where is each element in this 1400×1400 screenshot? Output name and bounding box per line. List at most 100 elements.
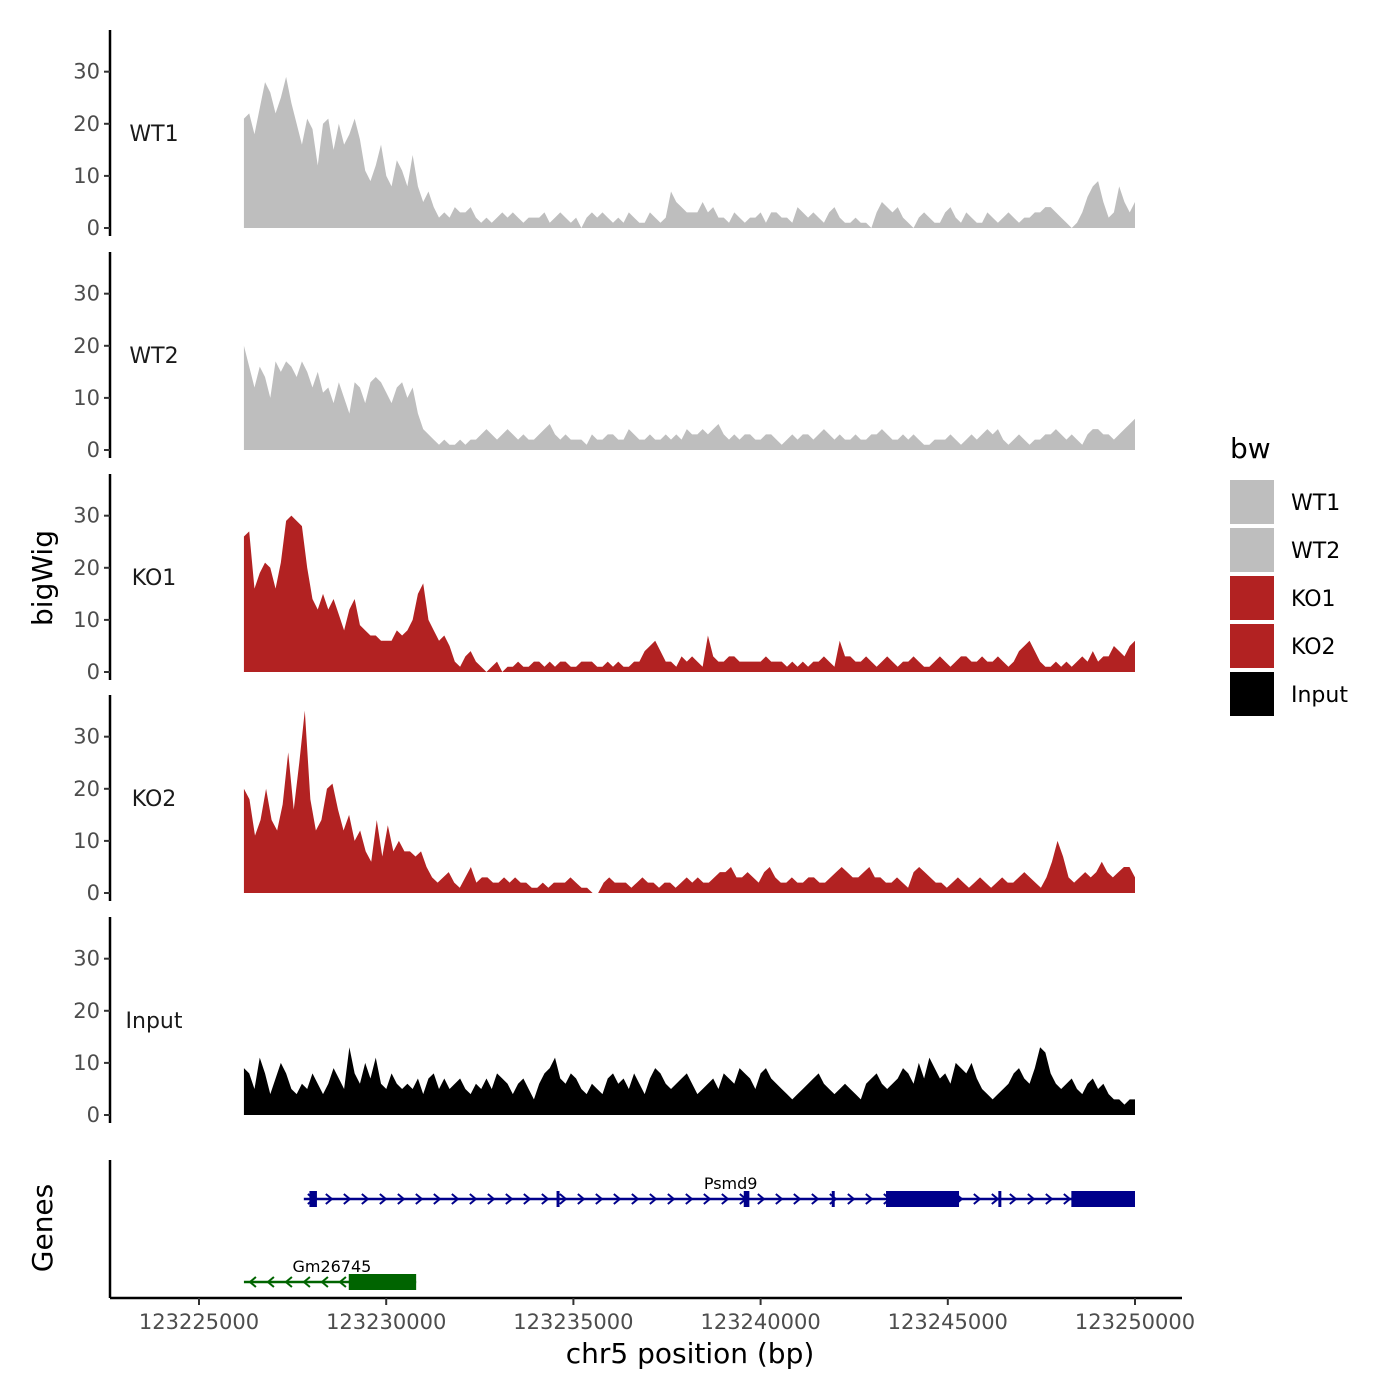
track-label: Input xyxy=(126,1009,183,1034)
x-tick-label: 123245000 xyxy=(888,1310,1008,1334)
strand-arrow xyxy=(757,1193,766,1205)
strand-arrow xyxy=(1063,1193,1072,1205)
x-tick-label: 123250000 xyxy=(1075,1310,1195,1334)
y-tick-label: 20 xyxy=(73,777,100,801)
strand-arrow xyxy=(973,1193,982,1205)
genes-axis-title: Genes xyxy=(26,1184,59,1272)
x-tick-label: 123240000 xyxy=(700,1310,820,1334)
strand-arrow xyxy=(343,1193,352,1205)
strand-arrow xyxy=(991,1193,1000,1205)
y-tick-label: 0 xyxy=(87,1103,100,1127)
x-tick-label: 123235000 xyxy=(513,1310,633,1334)
track-label: WT1 xyxy=(129,122,178,147)
coverage-area-ko2 xyxy=(243,710,1135,893)
x-tick-label: 123225000 xyxy=(139,1310,259,1334)
strand-arrow xyxy=(595,1193,604,1205)
y-tick-label: 0 xyxy=(87,660,100,684)
y-tick-label: 10 xyxy=(73,608,100,632)
legend-title: bw xyxy=(1230,432,1271,465)
y-tick-label: 0 xyxy=(87,438,100,462)
legend-label: WT2 xyxy=(1291,539,1340,564)
strand-arrow xyxy=(649,1193,658,1205)
y-tick-label: 20 xyxy=(73,556,100,580)
strand-arrow xyxy=(361,1193,370,1205)
strand-arrow xyxy=(523,1193,532,1205)
strand-arrow xyxy=(379,1193,388,1205)
legend-key-wt1 xyxy=(1230,480,1274,524)
strand-arrow xyxy=(415,1193,424,1205)
strand-arrow xyxy=(631,1193,640,1205)
y-tick-label: 0 xyxy=(87,881,100,905)
strand-arrow xyxy=(703,1193,712,1205)
strand-arrow xyxy=(721,1193,730,1205)
legend-label: WT1 xyxy=(1291,491,1340,516)
track-ko2: 0 10 20 30 KO2 xyxy=(73,695,1135,905)
gene-name: Psmd9 xyxy=(704,1174,758,1193)
y-tick-label: 20 xyxy=(73,334,100,358)
legend-key-input xyxy=(1230,672,1274,716)
strand-arrow xyxy=(685,1193,694,1205)
legend: bw WT1 WT2 KO1 KO2 Input xyxy=(1230,432,1348,716)
strand-arrow xyxy=(338,1276,347,1288)
y-tick-label: 0 xyxy=(87,216,100,240)
gene-track: Psmd9 Gm26745 xyxy=(108,1160,1135,1298)
strand-arrow xyxy=(559,1193,568,1205)
y-tick-label: 30 xyxy=(73,282,100,306)
strand-arrow xyxy=(469,1193,478,1205)
coverage-area-ko1 xyxy=(243,515,1135,672)
strand-arrow xyxy=(613,1193,622,1205)
strand-arrow xyxy=(847,1193,856,1205)
strand-arrow xyxy=(505,1193,514,1205)
y-tick-label: 30 xyxy=(73,947,100,971)
x-axis-title: chr5 position (bp) xyxy=(566,1337,815,1370)
legend-label: Input xyxy=(1291,683,1348,708)
y-tick-label: 30 xyxy=(73,60,100,84)
y-tick-label: 10 xyxy=(73,1051,100,1075)
y-tick-label: 30 xyxy=(73,725,100,749)
bigwig-tracks: 0 10 20 30 WT1 0 10 20 30 WT2 0 10 20 30 KO1 0 10 20 30 KO2… xyxy=(73,30,1135,1127)
exon xyxy=(998,1191,1002,1207)
legend-key-ko2 xyxy=(1230,624,1274,668)
strand-arrow xyxy=(667,1193,676,1205)
y-tick-label: 20 xyxy=(73,999,100,1023)
x-axis: 123225000 123230000 123235000 123240000 1232… xyxy=(110,1296,1195,1334)
strand-arrow xyxy=(1027,1193,1036,1205)
exon xyxy=(309,1191,317,1207)
strand-arrow xyxy=(775,1193,784,1205)
strand-arrow xyxy=(266,1276,275,1288)
track-input: 0 10 20 30 Input xyxy=(73,917,1135,1127)
track-label: KO2 xyxy=(132,787,177,812)
exon xyxy=(348,1274,417,1290)
exon xyxy=(1071,1191,1135,1207)
strand-arrow xyxy=(1009,1193,1018,1205)
coverage-area-input xyxy=(243,1047,1135,1115)
strand-arrow xyxy=(284,1276,293,1288)
x-tick-label: 123230000 xyxy=(326,1310,446,1334)
y-tick-label: 10 xyxy=(73,386,100,410)
y-tick-label: 10 xyxy=(73,829,100,853)
track-wt1: 0 10 20 30 WT1 xyxy=(73,30,1135,240)
exon xyxy=(831,1191,835,1207)
y-tick-label: 20 xyxy=(73,112,100,136)
gene-name: Gm26745 xyxy=(292,1257,371,1276)
coverage-area-wt2 xyxy=(243,345,1135,450)
track-wt2: 0 10 20 30 WT2 xyxy=(73,252,1135,462)
track-label: KO1 xyxy=(132,566,177,591)
exon xyxy=(556,1191,560,1207)
strand-arrow xyxy=(320,1276,329,1288)
legend-key-wt2 xyxy=(1230,528,1274,572)
strand-arrow xyxy=(397,1193,406,1205)
strand-arrow xyxy=(325,1193,334,1205)
strand-arrow xyxy=(302,1276,311,1288)
track-ko1: 0 10 20 30 KO1 xyxy=(73,474,1135,684)
y-tick-label: 10 xyxy=(73,164,100,188)
strand-arrow xyxy=(865,1193,874,1205)
strand-arrow xyxy=(541,1193,550,1205)
y-tick-label: 30 xyxy=(73,504,100,528)
strand-arrow xyxy=(1045,1193,1054,1205)
strand-arrow xyxy=(811,1193,820,1205)
strand-arrow xyxy=(451,1193,460,1205)
legend-key-ko1 xyxy=(1230,576,1274,620)
legend-label: KO1 xyxy=(1291,587,1336,612)
